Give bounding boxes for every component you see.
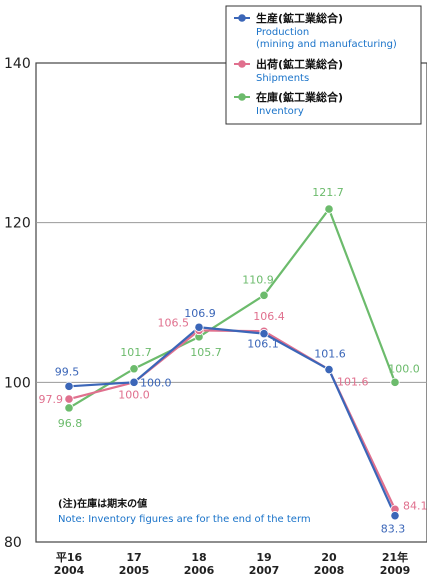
legend: 生産(鉱工業総合) Production(mining and manufactu… [225,5,422,125]
data-label: 106.4 [253,310,285,323]
legend-label-en: Inventory [256,106,304,117]
y-tick-label: 140 [4,56,31,72]
x-tick-label-era: 17 [126,551,141,564]
data-label: 100.0 [118,388,150,401]
legend-label-jp: 在庫(鉱工業総合) [256,90,343,104]
data-point [390,377,400,387]
data-label: 101.6 [337,376,369,389]
legend-box [225,5,422,125]
x-tick-label-year: 2005 [119,564,150,575]
legend-label-en: Shipments [256,73,309,84]
data-label: 100.0 [140,376,172,389]
data-point [324,204,334,214]
data-label: 101.7 [120,346,152,359]
x-tick-label-year: 2004 [54,564,85,575]
note-jp: (注)在庫は期末の値 [58,497,147,510]
data-point [259,329,269,339]
data-label: 97.9 [39,393,64,406]
legend-marker-point [238,60,246,68]
data-label: 83.3 [381,523,406,536]
data-point [390,511,400,521]
data-label: 96.8 [58,417,83,430]
legend-label-jp: 生産(鉱工業総合) [256,11,343,25]
legend-marker-point [238,93,246,101]
y-tick-label: 100 [4,375,31,391]
data-label: 105.7 [190,346,222,359]
data-label: 84.1 [403,499,427,512]
y-axis-ticks: 80 100 120 140 [4,56,31,551]
data-label: 101.6 [314,348,346,361]
data-label: 106.9 [184,307,216,320]
data-point [64,403,74,413]
series-line [68,326,397,517]
legend-label-en: Production [256,27,309,38]
note-en: Note: Inventory figures are for the end … [58,514,311,525]
legend-items: 生産(鉱工業総合) Production(mining and manufactu… [234,11,397,117]
x-tick-label-year: 2009 [380,564,411,575]
data-label: 106.5 [158,316,190,329]
x-tick-label-era: 21年 [382,550,408,564]
x-tick-label-year: 2006 [184,564,215,575]
x-tick-label-year: 2007 [249,564,280,575]
gridlines [36,222,427,383]
data-point [259,290,269,300]
data-point [129,364,139,374]
x-tick-label-year: 2008 [314,564,345,575]
y-tick-label: 80 [4,535,22,551]
data-label: 121.7 [312,186,344,199]
x-tick-label-era: 19 [256,551,271,564]
data-label: 99.5 [55,365,80,378]
data-label: 110.9 [242,273,274,286]
data-label: 100.0 [388,362,420,375]
data-point [194,322,204,332]
data-point [64,381,74,391]
data-point [129,377,139,387]
note: (注)在庫は期末の値 Note: Inventory figures are f… [58,497,311,525]
legend-label-en: (mining and manufacturing) [256,39,397,50]
plot-area [35,62,427,543]
data-labels: 99.5 100.0 106.9 106.1 101.6 83.3 97.9 100.0 106… [39,186,427,536]
data-label: 106.1 [247,338,279,351]
series-line [68,207,397,409]
y-tick-label: 120 [4,216,31,232]
x-tick-label-era: 平16 [56,551,83,564]
series-group [64,204,400,521]
legend-marker-point [238,14,246,22]
legend-label-jp: 出荷(鉱工業総合) [256,57,343,71]
x-tick-label-era: 18 [191,551,206,564]
data-point [324,364,334,375]
x-tick-label-era: 20 [321,551,337,564]
data-point [64,394,74,404]
